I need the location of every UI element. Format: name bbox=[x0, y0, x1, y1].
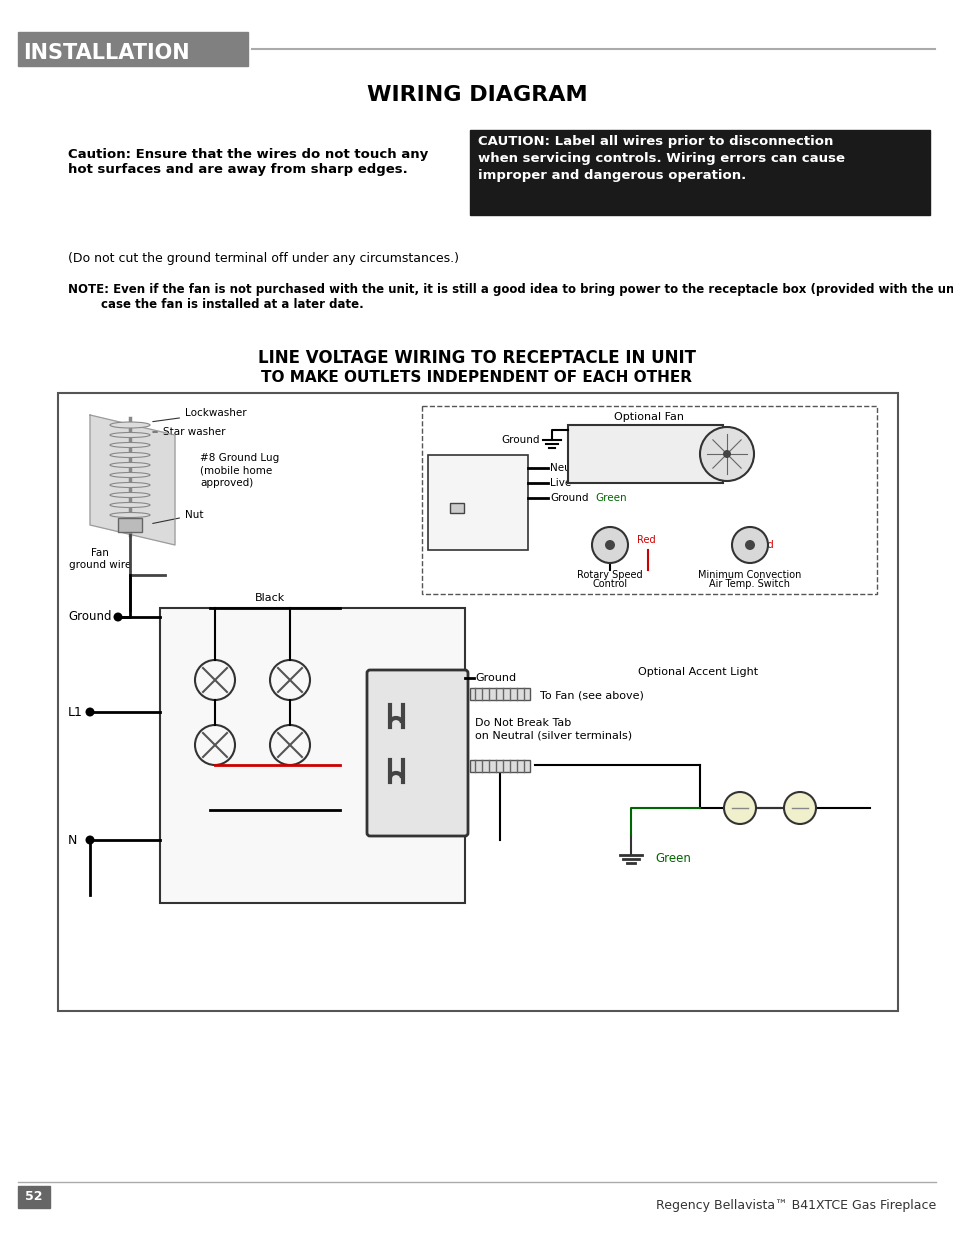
Ellipse shape bbox=[110, 473, 150, 478]
Text: Red: Red bbox=[636, 535, 655, 545]
Text: Red: Red bbox=[344, 757, 365, 767]
Text: (Do not cut the ground terminal off under any circumstances.): (Do not cut the ground terminal off unde… bbox=[68, 252, 458, 266]
Text: Fan
Switch: Fan Switch bbox=[321, 625, 358, 647]
Circle shape bbox=[723, 792, 755, 824]
Text: Ground: Ground bbox=[550, 493, 588, 503]
Bar bbox=[18, 32, 248, 65]
Text: #8 Ground Lug
(mobile home
approved): #8 Ground Lug (mobile home approved) bbox=[200, 453, 279, 488]
Text: N: N bbox=[68, 834, 77, 846]
Ellipse shape bbox=[110, 442, 150, 447]
Text: Break Tab
Copper terminals: Break Tab Copper terminals bbox=[194, 776, 301, 798]
Ellipse shape bbox=[110, 513, 150, 517]
Circle shape bbox=[86, 708, 94, 716]
Text: Green: Green bbox=[655, 852, 690, 866]
Bar bbox=[450, 503, 463, 513]
Text: L1: L1 bbox=[68, 705, 83, 719]
Text: 60 Hz: 60 Hz bbox=[432, 480, 461, 490]
Ellipse shape bbox=[110, 493, 150, 498]
Ellipse shape bbox=[110, 462, 150, 468]
Text: 120V AC: 120V AC bbox=[432, 468, 476, 478]
Text: Black: Black bbox=[254, 815, 285, 825]
Text: WIRING DIAGRAM: WIRING DIAGRAM bbox=[366, 85, 587, 105]
Text: Ground: Ground bbox=[68, 610, 112, 624]
Circle shape bbox=[604, 540, 615, 550]
Text: Neutral: Neutral bbox=[550, 463, 588, 473]
Bar bbox=[118, 517, 142, 532]
Bar bbox=[470, 688, 530, 700]
Text: LINE VOLTAGE WIRING TO RECEPTACLE IN UNIT: LINE VOLTAGE WIRING TO RECEPTACLE IN UNI… bbox=[257, 350, 696, 367]
Circle shape bbox=[744, 540, 754, 550]
Text: ON: ON bbox=[432, 503, 447, 513]
Ellipse shape bbox=[110, 452, 150, 457]
Text: 52: 52 bbox=[25, 1191, 43, 1203]
Text: Live: Live bbox=[550, 478, 571, 488]
Text: Star washer: Star washer bbox=[152, 427, 225, 437]
Text: To Fan (see above): To Fan (see above) bbox=[539, 690, 643, 700]
Text: Light
Switch: Light Switch bbox=[192, 625, 229, 647]
Text: Rotary Speed: Rotary Speed bbox=[577, 571, 642, 580]
Circle shape bbox=[731, 527, 767, 563]
Circle shape bbox=[592, 527, 627, 563]
Text: TO MAKE OUTLETS INDEPENDENT OF EACH OTHER: TO MAKE OUTLETS INDEPENDENT OF EACH OTHE… bbox=[261, 370, 692, 385]
Circle shape bbox=[86, 836, 94, 845]
Text: CAUTION: Label all wires prior to disconnection
when servicing controls. Wiring : CAUTION: Label all wires prior to discon… bbox=[477, 135, 844, 182]
Text: Ground: Ground bbox=[501, 435, 539, 445]
Polygon shape bbox=[90, 415, 174, 545]
Text: Control: Control bbox=[592, 579, 627, 589]
Text: on Neutral (silver terminals): on Neutral (silver terminals) bbox=[475, 730, 632, 740]
Circle shape bbox=[700, 427, 753, 480]
Circle shape bbox=[783, 792, 815, 824]
Text: Optional Accent Light: Optional Accent Light bbox=[638, 667, 758, 677]
Circle shape bbox=[722, 450, 730, 458]
Bar bbox=[58, 393, 897, 1011]
Bar bbox=[567, 425, 722, 483]
Text: Ground: Ground bbox=[475, 673, 516, 683]
Text: Lockwasher: Lockwasher bbox=[152, 408, 247, 421]
Text: Regency Bellavista™ B41XTCE Gas Fireplace: Regency Bellavista™ B41XTCE Gas Fireplac… bbox=[655, 1198, 935, 1212]
Text: Do Not Break Tab: Do Not Break Tab bbox=[475, 718, 571, 727]
Text: Fan
ground wire: Fan ground wire bbox=[69, 548, 131, 571]
Text: OFF: OFF bbox=[464, 503, 483, 513]
Text: NOTE: Even if the fan is not purchased with the unit, it is still a good idea to: NOTE: Even if the fan is not purchased w… bbox=[68, 283, 953, 311]
Text: Black: Black bbox=[594, 535, 620, 545]
Text: Black: Black bbox=[254, 593, 285, 603]
Text: Optional Fan: Optional Fan bbox=[614, 412, 684, 422]
FancyBboxPatch shape bbox=[367, 671, 468, 836]
Bar bbox=[428, 454, 527, 550]
Bar bbox=[470, 760, 530, 772]
Ellipse shape bbox=[110, 432, 150, 437]
Ellipse shape bbox=[110, 503, 150, 508]
Text: Red: Red bbox=[754, 540, 773, 550]
Text: Receptacle
in Unit: Receptacle in Unit bbox=[384, 840, 449, 869]
Ellipse shape bbox=[110, 422, 150, 429]
Text: Air Temp. Switch: Air Temp. Switch bbox=[709, 579, 790, 589]
Text: Green: Green bbox=[595, 493, 626, 503]
Bar bbox=[160, 608, 464, 903]
Bar bbox=[18, 1186, 50, 1208]
Bar bbox=[470, 130, 929, 215]
Text: INSTALLATION: INSTALLATION bbox=[23, 43, 190, 63]
Text: Minimum Convection: Minimum Convection bbox=[698, 571, 801, 580]
Ellipse shape bbox=[110, 483, 150, 488]
Text: Caution: Ensure that the wires do not touch any
hot surfaces and are away from s: Caution: Ensure that the wires do not to… bbox=[68, 148, 428, 177]
Circle shape bbox=[113, 613, 122, 621]
Text: Fan: Fan bbox=[612, 447, 637, 461]
Text: Nut: Nut bbox=[152, 510, 203, 524]
Bar bbox=[421, 406, 876, 594]
